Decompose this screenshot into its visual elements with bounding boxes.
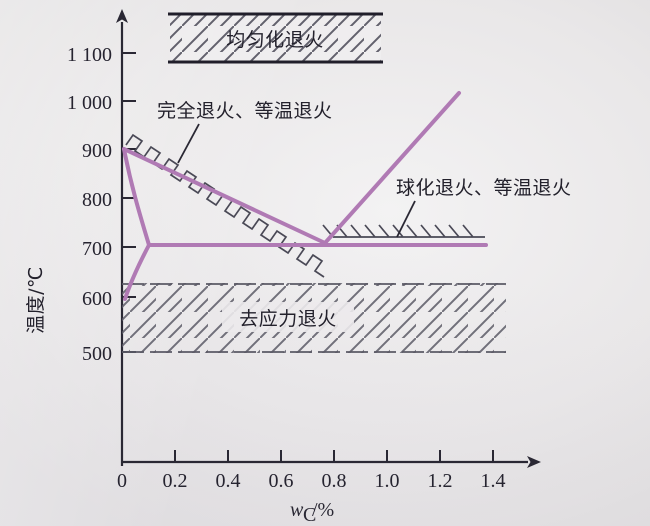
- curve-acm-line: [323, 91, 461, 245]
- phase-boundary-curves: [122, 91, 488, 301]
- label-full-and-isothermal-annealing: 完全退火、等温退火: [157, 100, 333, 122]
- x-tick-label-1.4: 1.4: [481, 470, 506, 492]
- y-tick-label-600: 600: [82, 288, 112, 310]
- x-axis-ticks: [121, 450, 494, 462]
- x-axis-title: w C /%: [290, 499, 334, 526]
- annotation-full-annealing: 完全退火、等温退火: [157, 100, 333, 164]
- y-tick-label-500: 500: [82, 343, 112, 365]
- x-tick-label-0: 0: [117, 470, 127, 492]
- band-stress-relief-annealing: 去应力退火: [122, 283, 506, 353]
- x-axis-title-sub-c: C: [303, 504, 316, 526]
- label-spheroidizing-and-isothermal-annealing: 球化退火、等温退火: [396, 177, 572, 199]
- annotation-spheroidizing-annealing: 球化退火、等温退火: [396, 177, 572, 238]
- label-homogenizing-annealing: 均匀化退火: [226, 29, 324, 51]
- y-tick-label-800: 800: [82, 189, 112, 211]
- axis-lines: [116, 9, 541, 468]
- leader-line-full-annealing: [177, 123, 200, 164]
- x-axis-title-unit: /%: [312, 499, 334, 521]
- x-tick-label-0.4: 0.4: [216, 470, 241, 492]
- hatch-spheroidizing-annealing-strip: [322, 224, 485, 238]
- x-tick-label-0.6: 0.6: [269, 470, 294, 492]
- curve-a3-line: [122, 147, 327, 245]
- y-tick-label-1100: 1 100: [67, 44, 112, 66]
- x-tick-label-1.0: 1.0: [375, 470, 400, 492]
- leader-line-spheroidizing-annealing: [396, 200, 416, 238]
- y-tick-label-700: 700: [82, 238, 112, 260]
- y-axis-title: 温度/℃: [25, 266, 47, 334]
- x-tick-label-1.2: 1.2: [428, 470, 453, 492]
- x-tick-label-0.8: 0.8: [322, 470, 347, 492]
- band-homogenizing-annealing: 均匀化退火: [168, 12, 383, 64]
- label-stress-relief-annealing: 去应力退火: [239, 308, 337, 330]
- y-tick-label-1000: 1 000: [67, 92, 112, 114]
- hatch-full-annealing-strip: [125, 133, 325, 278]
- x-tick-label-0.2: 0.2: [163, 470, 188, 492]
- curve-ferrite-solvus-upper: [122, 147, 151, 247]
- x-axis-title-w: w: [290, 499, 304, 521]
- y-tick-label-900: 900: [82, 140, 112, 162]
- curve-ferrite-solvus-lower: [123, 243, 151, 301]
